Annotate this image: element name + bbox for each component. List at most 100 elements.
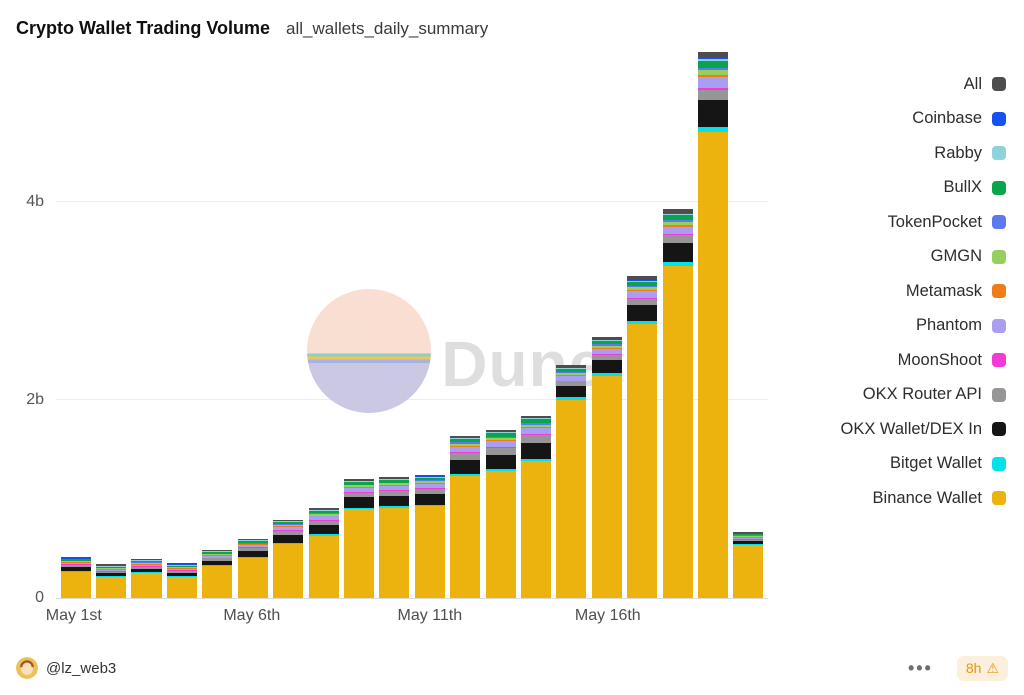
bar-slot [306,508,341,598]
bar-segment [485,471,516,598]
bar-segment [733,540,764,544]
bar-segment [450,459,481,475]
bar-segment [662,226,693,235]
legend-swatch [992,353,1006,368]
bar-segment [591,372,622,376]
bar-may-13[interactable] [485,429,516,598]
x-tick-label: May 16th [574,607,641,624]
bar-segment [308,534,339,536]
footer: @lz_web3 ••• 8h ⚠ [0,647,1024,695]
bar-segment [273,543,304,598]
bar-may-3[interactable] [131,558,162,598]
bar-segment [627,297,658,299]
legend-swatch [992,387,1006,402]
bar-may-1[interactable] [60,557,91,598]
legend-swatch [992,249,1006,264]
legend-item-all[interactable]: All [964,67,1006,102]
bar-segment [60,561,91,563]
bar-segment [733,535,764,537]
bar-segment [308,520,339,526]
legend-item-metamask[interactable]: Metamask [906,274,1006,309]
bar-segment [697,89,729,101]
bar-may-5[interactable] [202,549,233,598]
bar-segment [308,510,339,514]
x-axis: May 1st May 6th May 11th May 16th [46,599,768,629]
bar-segment [131,559,162,561]
bar-may-16[interactable] [591,337,622,598]
bar-segment [733,535,764,536]
legend-item-phantom[interactable]: Phantom [916,309,1006,344]
legend-swatch [992,111,1006,126]
legend-item-binance-wallet[interactable]: Binance Wallet [873,481,1006,516]
bar-segment [556,397,587,400]
bar-segment [343,480,374,482]
refresh-age-badge[interactable]: 8h ⚠ [956,655,1008,681]
bar-segment [379,478,410,480]
bar-may-9[interactable] [343,479,374,598]
legend-item-bitget-wallet[interactable]: Bitget Wallet [890,447,1006,482]
avatar-image [16,657,38,679]
author-handle[interactable]: @lz_web3 [46,659,117,677]
bar-may-6[interactable] [237,538,268,598]
bar-slot [200,549,235,598]
bar-segment [556,381,587,387]
bar-may-11[interactable] [414,475,445,598]
bar-segment [96,573,127,577]
bar-may-7[interactable] [273,519,304,598]
legend-item-tokenpocket[interactable]: TokenPocket [888,205,1006,240]
bar-segment [414,506,445,598]
bar-segment [662,262,693,266]
legend-item-okx-wallet-dex-in[interactable]: OKX Wallet/DEX In [840,412,1006,447]
bar-segment [450,452,481,454]
chart-header: Crypto Wallet Trading Volume all_wallets… [0,0,1024,43]
legend-item-moonshoot[interactable]: MoonShoot [898,343,1006,378]
refresh-age-text: 8h [965,660,982,676]
legend-item-okx-router-api[interactable]: OKX Router API [863,378,1006,413]
bar-slot [660,208,695,598]
legend-swatch [992,77,1006,92]
warning-icon: ⚠ [986,659,999,676]
bar-slot [695,52,730,598]
bar-segment [697,57,729,60]
legend-swatch [992,422,1006,437]
bar-may-4[interactable] [166,563,197,598]
bar-may-10[interactable] [379,477,410,598]
bar-segment [556,367,587,369]
legend-item-gmgn[interactable]: GMGN [931,240,1006,275]
bar-may-12[interactable] [450,435,481,598]
bar-segment [485,447,516,448]
bar-may-8[interactable] [308,508,339,598]
bar-may-14[interactable] [520,415,552,598]
bar-segment [627,276,658,280]
bar-may-2[interactable] [96,564,127,598]
bar-segment [343,492,374,498]
bar-slot [589,337,624,598]
bar-segment [96,565,127,566]
bars-container [56,43,768,598]
legend-item-rabby[interactable]: Rabby [934,136,1006,171]
bar-segment [450,438,481,440]
bar-segment [379,484,410,486]
bar-slot [554,365,589,598]
bar-may-20[interactable] [733,531,764,598]
bar-segment [662,221,693,225]
bar-segment [60,564,91,566]
bar-may-15[interactable] [556,365,587,598]
more-options-icon[interactable]: ••• [907,658,933,678]
bar-may-18[interactable] [662,208,693,598]
author-avatar[interactable] [16,657,38,679]
bar-segment [733,534,764,536]
legend-label: Bitget Wallet [889,454,982,473]
legend-item-bullx[interactable]: BullX [943,171,1006,206]
bar-segment [627,289,658,292]
bar-may-17[interactable] [627,276,658,598]
legend-swatch [992,180,1006,195]
bar-segment [379,485,410,490]
bar-may-19[interactable] [697,52,729,598]
bar-segment [166,572,197,576]
chart-title: Crypto Wallet Trading Volume [16,18,271,38]
bar-segment [591,375,622,598]
bar-segment [96,566,127,568]
legend-item-coinbase[interactable]: Coinbase [912,102,1006,137]
bar-segment [485,436,516,439]
